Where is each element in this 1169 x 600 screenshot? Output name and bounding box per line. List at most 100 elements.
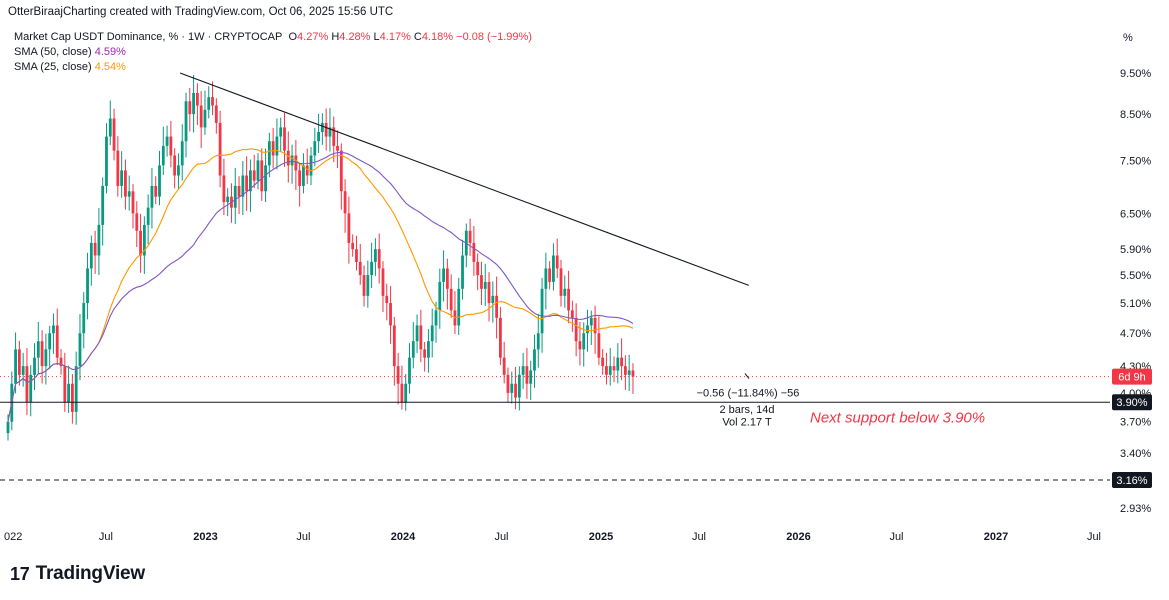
candle-body [286,150,290,166]
price-badge [1112,394,1152,411]
candle-body [343,191,347,214]
candle-body [529,370,533,384]
candle-body [40,341,44,367]
x-tick-label: 2025 [589,531,613,543]
candle-body [131,191,135,214]
sma25-label: SMA (25, close) [14,61,92,73]
change-value: −0.08 (−1.99%) [456,31,532,43]
y-tick-label: 8.50% [1120,109,1151,121]
candle-body [214,105,218,123]
candle-body [495,295,499,318]
candle-body [514,383,517,398]
candle-body [245,175,249,192]
candle-body [586,325,589,334]
candle-body [52,325,55,334]
candle-body [355,249,358,262]
candle-body [275,136,279,156]
candle-body [567,288,570,311]
sma50-row[interactable]: SMA (50, close) 4.59% [14,45,532,60]
candle-body [502,357,506,375]
candle-body [108,118,112,137]
candle-body [44,349,48,367]
candle-body [67,383,71,403]
candle-body [89,242,93,269]
candle-body [476,261,480,276]
candle-body [434,310,438,326]
candle-body [593,317,597,334]
candle-body [271,141,275,156]
candle-body [548,268,552,282]
y-tick-label: 4.70% [1120,328,1151,340]
candle-body [404,383,408,403]
x-tick-label: 2023 [193,531,217,543]
candle-body [320,122,324,132]
candle-body [396,366,400,384]
candle-body [445,268,449,289]
candle-body [582,333,586,350]
y-tick-label: 5.90% [1120,244,1151,256]
x-tick-label: Jul [889,531,903,543]
candle-body [358,261,362,276]
candle-body [101,185,105,225]
candle-body [423,349,427,358]
candle-body [498,317,502,358]
candle-body [177,165,180,176]
candle-body [449,288,453,311]
sma25-line [7,148,634,422]
x-tick-label: Jul [99,531,113,543]
tradingview-logo-icon: 17 [10,563,30,584]
candle-body [112,118,116,151]
candle-body [392,325,396,367]
candle-body [226,196,230,203]
y-tick-label: 5.50% [1120,270,1151,282]
candle-body [188,101,192,115]
candle-body [74,366,78,412]
candle-body [97,224,101,256]
sma25-row[interactable]: SMA (25, close) 4.54% [14,60,532,75]
candle-body [14,349,17,384]
y-tick-label: 3.40% [1120,448,1151,460]
candle-body [294,155,298,171]
candle-body [430,325,434,342]
candle-body [6,421,10,433]
symbol-name[interactable]: Market Cap USDT Dominance, % · 1W · CRYP… [14,31,283,43]
candle-body [279,127,283,137]
candle-body [161,145,165,166]
candle-body [173,155,177,176]
x-tick-label: 022 [4,531,22,543]
x-tick-label: Jul [692,531,706,543]
candle-body [158,165,161,197]
candle-body [570,310,574,318]
axis-unit-label[interactable]: % [1123,32,1133,44]
candle-body [389,303,392,326]
y-tick-label: 7.50% [1120,155,1151,167]
candle-body [324,122,328,137]
x-tick-label: Jul [296,531,310,543]
candle-body [127,191,131,197]
y-tick-label: 5.10% [1120,298,1151,310]
price-badge-label: 3.16% [1116,475,1147,487]
candle-body [290,155,294,166]
price-badge-label: 3.90% [1116,397,1147,409]
candle-body [336,145,339,151]
candle-body [283,127,286,151]
candle-body [544,268,548,289]
candle-body [400,383,404,403]
candle-body [48,333,52,350]
candle-body [25,366,29,403]
candle-body [305,165,309,176]
candle-body [521,366,525,375]
candle-body [33,357,36,375]
candle-body [165,136,169,146]
candle-body [506,374,510,393]
candle-body [385,295,389,304]
price-badge-label: 6d 9h [1118,372,1146,384]
candle-body [192,92,195,115]
candle-body [347,213,351,243]
candle-body [142,224,146,256]
x-tick-label: 2026 [786,531,810,543]
candle-body [620,357,624,367]
candle-body [237,185,241,197]
candle-body [139,230,142,256]
